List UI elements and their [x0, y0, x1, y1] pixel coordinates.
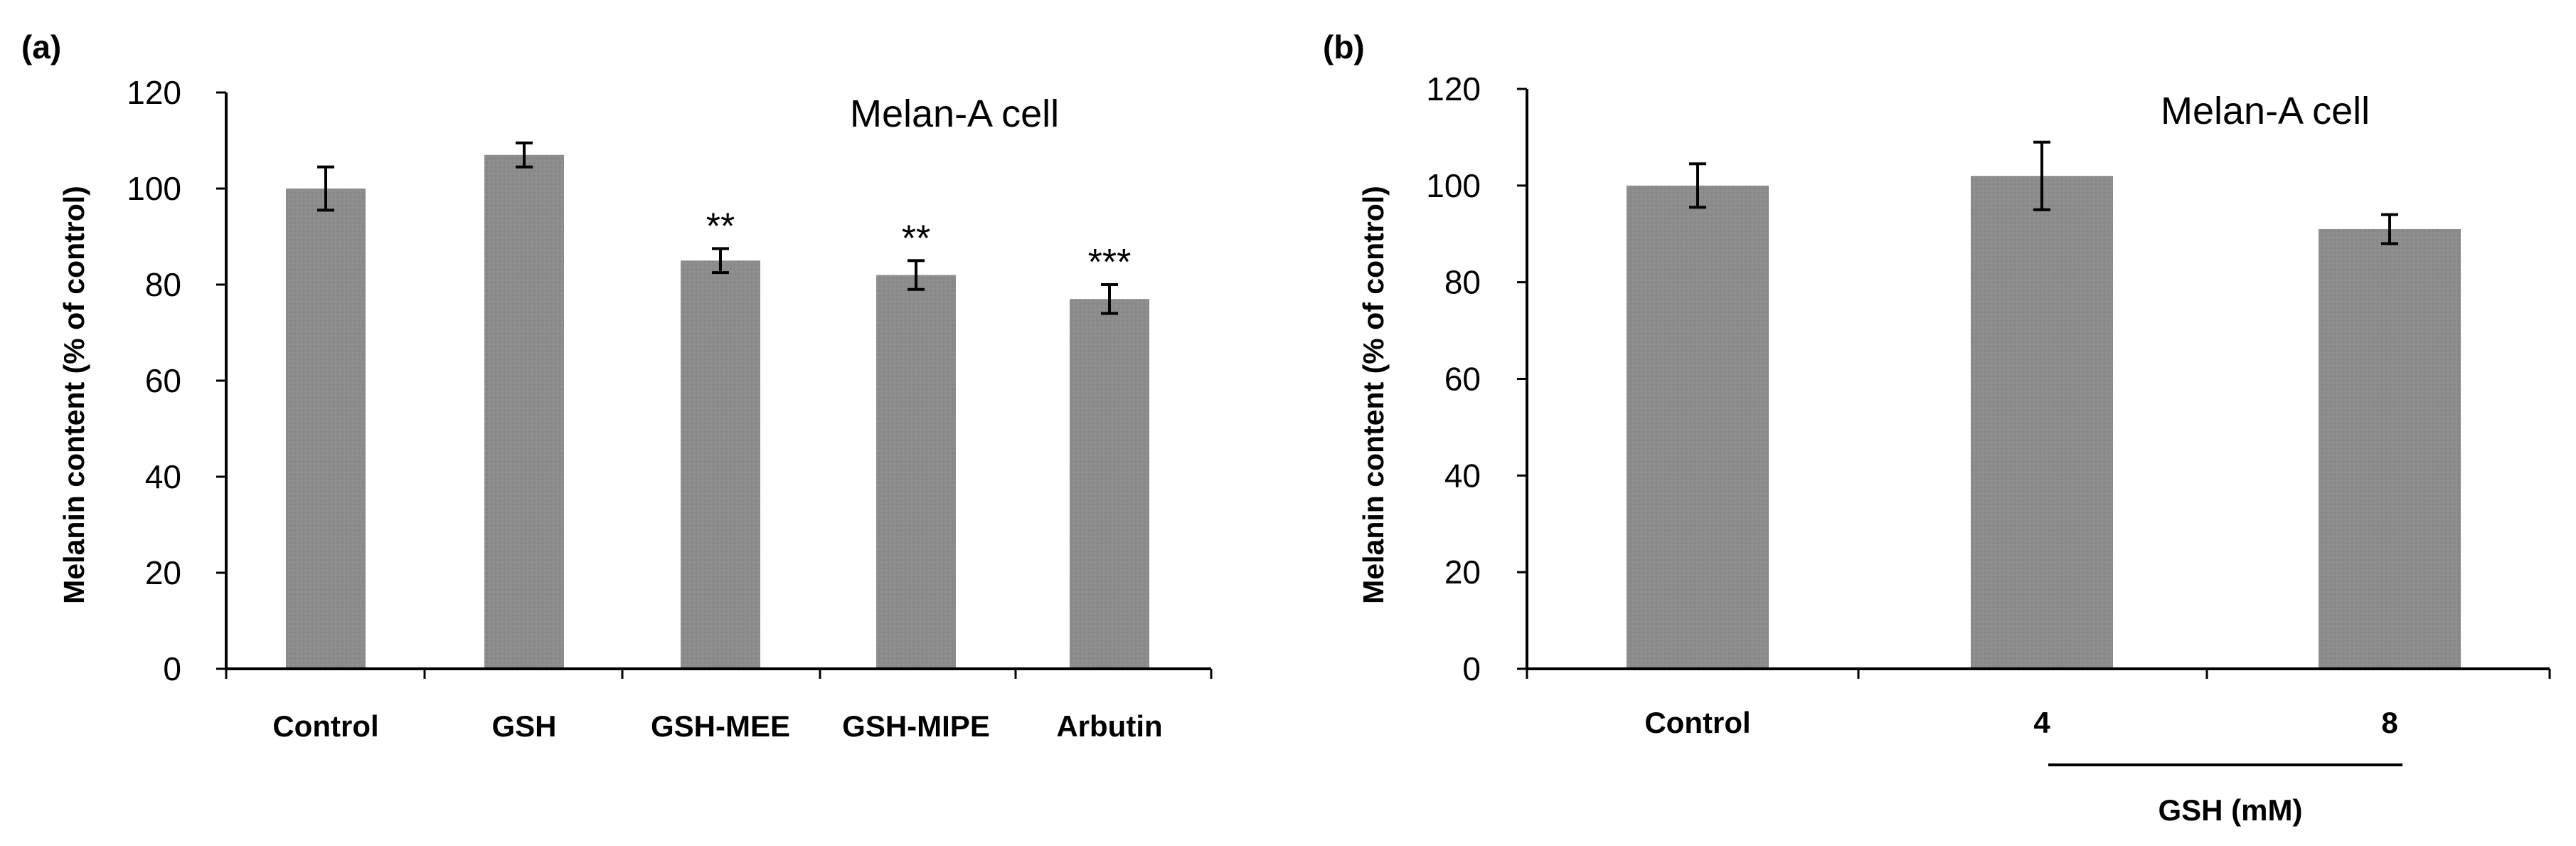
- panel-a-error-bar: [908, 259, 925, 291]
- panel-a-y-ticks: 0 20 40 60 80 100 120: [127, 74, 226, 687]
- panel-a-error-bar: [712, 247, 729, 275]
- panel-a-significance-mark: **: [902, 218, 930, 259]
- panel-a-y-tick-label: 0: [163, 650, 181, 687]
- panel-b-error-bar: [2381, 213, 2398, 245]
- panel-a-x-tick-label: GSH-MIPE: [842, 709, 990, 743]
- panel-b-y-tick-label: 20: [1444, 554, 1481, 591]
- panel-b-x-tick-label: 8: [2381, 706, 2397, 739]
- panel-b-label: (b): [1323, 28, 1365, 65]
- panel-a-bar: [484, 154, 564, 669]
- panel-b-y-tick-label: 0: [1462, 650, 1481, 687]
- panel-a-y-tick-label: 60: [145, 362, 181, 399]
- panel-a-error-bar: [516, 141, 533, 169]
- panel-a-x-tick-label: GSH: [491, 709, 556, 743]
- panel-b-bars: [1627, 176, 2461, 669]
- panel-b-y-tick-label: 40: [1444, 457, 1481, 494]
- panel-a-y-tick-label: 120: [127, 74, 181, 111]
- panel-b-y-tick-label: 120: [1426, 70, 1481, 107]
- panel-b-error-bar: [2033, 140, 2050, 211]
- panel-a-x-tick-label: GSH-MEE: [651, 709, 790, 743]
- panel-a-y-tick-label: 40: [145, 458, 181, 495]
- panel-a-error-bar: [1101, 283, 1118, 315]
- panel-a-x-tick-label: Arbutin: [1056, 709, 1162, 743]
- panel-b-x-ticks: Control 4 8: [1526, 669, 2551, 739]
- panel-a-bar: [286, 189, 366, 669]
- panel-a-error-bars: [317, 141, 1118, 315]
- panel-a-bar: [1070, 299, 1149, 669]
- panel-a-title: Melan-A cell: [850, 92, 1059, 135]
- panel-b-y-axis-label: Melanin content (% of control): [1357, 186, 1390, 604]
- panel-b-error-bar: [1689, 162, 1706, 209]
- panel-a-significance-marks: ** *****: [706, 206, 1132, 283]
- panel-a-significance-mark: **: [706, 206, 735, 247]
- panel-a-x-ticks: Control GSH GSH-MEE GSH-MIPE Arbutin: [225, 669, 1213, 743]
- panel-a-y-tick-label: 20: [145, 554, 181, 591]
- panel-a-bar: [681, 260, 760, 669]
- panel-a-error-bar: [317, 165, 334, 212]
- panel-b-group-label: GSH (mM): [2159, 793, 2303, 827]
- panel-b-y-tick-label: 80: [1444, 264, 1481, 301]
- panel-a-y-axis-label: Melanin content (% of control): [58, 186, 90, 604]
- panel-b-error-bars: [1689, 140, 2398, 245]
- panel-a-significance-mark: ***: [1088, 242, 1132, 283]
- panel-b-chart: (b) Melan-A cell Melanin content (% of c…: [1323, 28, 2551, 827]
- panel-a-bar: [876, 275, 956, 669]
- panel-b-y-ticks: 0 20 40 60 80 100 120: [1426, 70, 1527, 687]
- panel-a-y-tick-label: 80: [145, 266, 181, 303]
- panel-b-y-tick-label: 100: [1426, 167, 1481, 204]
- panel-b-bar: [1971, 176, 2113, 669]
- panel-b-x-tick-label: 4: [2033, 706, 2050, 739]
- panel-a-label: (a): [21, 28, 61, 65]
- panel-b-bar: [2319, 228, 2461, 669]
- panel-b-y-tick-label: 60: [1444, 361, 1481, 398]
- panel-b-title: Melan-A cell: [2161, 90, 2370, 132]
- panel-b-bar: [1627, 185, 1769, 669]
- panel-a-chart: (a) Melan-A cell Melanin content (% of c…: [21, 28, 1213, 743]
- panel-a-bars: [286, 154, 1149, 669]
- panel-a-y-tick-label: 100: [127, 170, 181, 207]
- panel-a-x-tick-label: Control: [272, 709, 378, 743]
- panel-b-x-tick-label: Control: [1644, 706, 1750, 739]
